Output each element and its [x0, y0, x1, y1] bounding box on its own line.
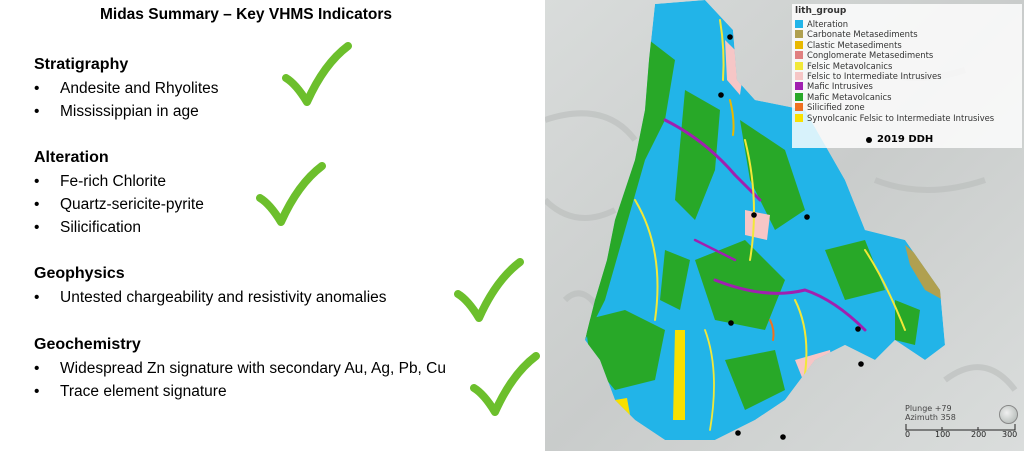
dyke-line	[634, 199, 659, 321]
legend-label: Alteration	[807, 19, 849, 29]
legend-swatch	[795, 61, 803, 70]
legend-label: Synvolcanic Felsic to Intermediate Intru…	[807, 112, 995, 123]
legend-label: Mafic Intrusives	[807, 81, 873, 92]
bullet-item: Fe-rich Chlorite	[34, 170, 204, 193]
bullet-item: Untested chargeability and resistivity a…	[34, 286, 387, 309]
scale-bar: 0 100 200 300	[905, 424, 1017, 448]
drillhole-dot-icon	[866, 137, 872, 143]
lithology-polygon	[745, 210, 770, 240]
scale-bar-line	[905, 424, 1016, 431]
dyke-line	[719, 19, 725, 81]
section-stratigraphy: Stratigraphy Andesite and Rhyolites Miss…	[34, 56, 219, 123]
lithology-polygon	[585, 40, 675, 340]
checkmark-icon	[282, 42, 352, 106]
legend-swatch	[795, 40, 803, 49]
legend-label: Carbonate Metasediments	[807, 29, 918, 40]
section-alteration: Alteration Fe-rich Chlorite Quartz-seric…	[34, 149, 204, 239]
lithology-polygon	[675, 90, 720, 220]
drillhole-marker	[804, 214, 810, 220]
section-heading: Alteration	[34, 149, 109, 166]
bullet-item: Trace element signature	[34, 380, 446, 403]
geology-map-panel: lith_group Alteration Carbonate Metasedim…	[545, 0, 1024, 451]
legend-label: Conglomerate Metasediments	[807, 50, 934, 61]
legend-label: Felsic Metavolcanics	[807, 60, 893, 71]
bullet-item: Mississippian in age	[34, 100, 219, 123]
lithology-polygon	[673, 330, 685, 420]
legend-swatch	[795, 30, 803, 39]
lithology-polygon	[695, 240, 785, 330]
legend-swatch	[795, 92, 803, 101]
legend-swatch	[795, 72, 803, 80]
dyke-line	[704, 329, 715, 431]
compass-icon	[999, 405, 1018, 424]
dyke-line	[713, 278, 867, 332]
lithology-polygon	[585, 310, 665, 390]
section-geochemistry: Geochemistry Widespread Zn signature wit…	[34, 336, 446, 403]
scale-label: 100	[935, 430, 951, 439]
drillhole-marker	[718, 92, 724, 98]
lithology-polygon	[660, 250, 690, 310]
bullet-list: Andesite and Rhyolites Mississippian in …	[34, 77, 219, 123]
legend-swatch	[795, 113, 803, 122]
bullet-list: Untested chargeability and resistivity a…	[34, 286, 387, 309]
legend-swatch	[795, 82, 803, 91]
drillhole-collars	[718, 34, 864, 440]
bullet-list: Fe-rich Chlorite Quartz-sericite-pyrite …	[34, 170, 204, 239]
legend-swatch	[795, 20, 803, 28]
lithology-polygon	[905, 245, 943, 300]
bullet-list: Widespread Zn signature with secondary A…	[34, 357, 446, 403]
dyke-line	[729, 99, 735, 136]
view-orientation: Plunge +79 Azimuth 358	[905, 404, 956, 422]
dyke-line	[864, 249, 906, 331]
lithology-polygon	[725, 350, 785, 410]
section-geophysics: Geophysics Untested chargeability and re…	[34, 265, 387, 309]
lithology-polygons	[585, 0, 945, 440]
scale-label: 0	[905, 430, 911, 439]
bullet-item: Silicification	[34, 216, 204, 239]
drillhole-marker	[780, 434, 786, 440]
azimuth-readout: Azimuth 358	[905, 413, 956, 422]
scale-label: 300	[1002, 430, 1018, 439]
lithology-polygon	[825, 240, 885, 300]
checkmark-icon	[454, 258, 524, 322]
lithology-polygon	[895, 300, 920, 345]
checkmark-icon	[256, 162, 326, 226]
checkmark-icon	[470, 352, 540, 416]
drillhole-marker	[751, 212, 757, 218]
drillhole-marker	[728, 320, 734, 326]
section-heading: Geochemistry	[34, 336, 141, 353]
dyke-line	[744, 139, 755, 261]
dyke-line	[769, 319, 775, 341]
bullet-item: Andesite and Rhyolites	[34, 77, 219, 100]
bullet-item: Quartz-sericite-pyrite	[34, 193, 204, 216]
drillhole-marker	[858, 361, 864, 367]
legend-label: Clastic Metasediments	[807, 39, 902, 50]
drillhole-key-label: 2019 DDH	[877, 134, 934, 145]
drillhole-marker	[727, 34, 733, 40]
legend-title: lith_group	[795, 6, 847, 16]
lithology-polygon	[740, 120, 805, 230]
bullet-item: Widespread Zn signature with secondary A…	[34, 357, 446, 380]
drillhole-marker	[855, 326, 861, 332]
scale-label: 200	[971, 430, 987, 439]
section-heading: Geophysics	[34, 265, 125, 282]
dyke-line	[693, 238, 737, 262]
section-heading: Stratigraphy	[34, 56, 129, 73]
drillhole-marker	[735, 430, 741, 436]
summary-panel: Midas Summary – Key VHMS Indicators Stra…	[0, 0, 545, 451]
dykes	[634, 19, 906, 431]
legend-label: Felsic to Intermediate Intrusives	[807, 71, 942, 81]
legend-swatch	[795, 103, 803, 112]
legend-label: Mafic Metavolcanics	[807, 91, 892, 102]
legend-swatch	[795, 51, 803, 60]
map-legend: lith_group Alteration Carbonate Metasedim…	[792, 4, 1022, 148]
plunge-readout: Plunge +79	[905, 404, 952, 413]
slide-title: Midas Summary – Key VHMS Indicators	[100, 6, 393, 23]
legend-label: Silicified zone	[807, 102, 865, 113]
